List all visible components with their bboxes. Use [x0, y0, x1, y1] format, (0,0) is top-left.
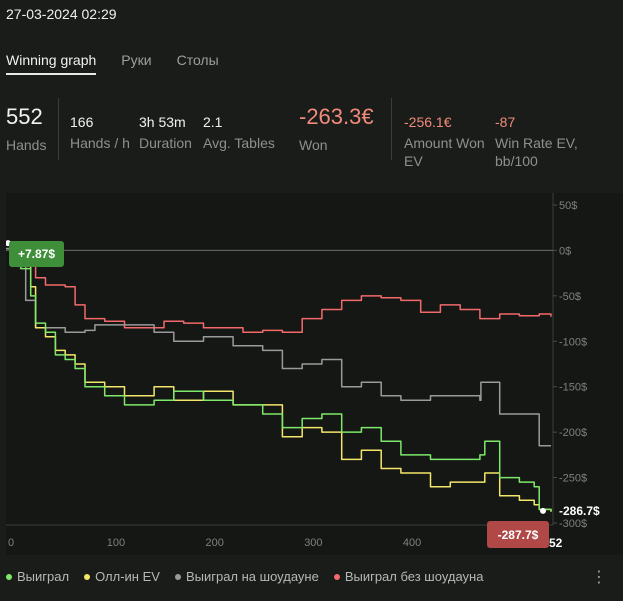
legend-label-non-showdown: Выиграл без шоудауна — [344, 569, 484, 584]
stat-amount-won-ev: -256.1€ Amount Won EV — [404, 114, 485, 170]
y-tick-label: -150$ — [559, 382, 587, 394]
legend-label-won: Выиграл — [17, 569, 70, 584]
series-line-showdown — [6, 247, 551, 447]
tab-hands[interactable]: Руки — [121, 52, 152, 68]
series-line-allin_ev — [6, 242, 552, 512]
y-tick-label: -100$ — [559, 336, 587, 348]
x-tick-label: 200 — [205, 537, 223, 549]
legend-item-non-showdown[interactable]: Выиграл без шоудауна — [333, 569, 484, 584]
stat-duration: 3h 53m Duration — [139, 114, 192, 152]
stat-amount-won-ev-value: -256.1€ — [404, 114, 452, 130]
stat-won-label: Won — [299, 137, 328, 153]
tab-bar: Winning graph Руки Столы — [6, 52, 244, 75]
end-value-badge-ev — [487, 521, 549, 548]
stat-amount-won-ev-label-2: EV — [404, 153, 423, 169]
legend-label-showdown: Выиграл на шоудауне — [185, 569, 319, 584]
x-tick-label: 100 — [107, 537, 125, 549]
start-value-badge-label: +7.87$ — [18, 247, 55, 261]
legend-item-allin-ev[interactable]: Олл-ин EV — [84, 569, 160, 584]
legend-item-showdown[interactable]: Выиграл на шоудауне — [174, 569, 319, 584]
legend-dot-showdown — [174, 573, 181, 580]
x-tick-label: 300 — [304, 537, 322, 549]
end-value-badge-ev-label: -287.7$ — [498, 528, 539, 542]
stat-hands-value: 552 — [6, 104, 43, 129]
legend-dot-won — [6, 573, 12, 580]
y-tick-label: 50$ — [559, 200, 577, 212]
stat-win-rate-ev-label: Win Rate EV, — [495, 135, 578, 151]
legend-dot-non-showdown — [333, 573, 340, 580]
y-tick-label: -50$ — [559, 291, 581, 303]
legend-label-allin-ev: Олл-ин EV — [95, 569, 160, 584]
winning-graph-svg[interactable]: 50$ 0$ -50$ -100$ -150$ -200$ -250$ -300$ 0 100 20… — [6, 193, 623, 555]
stat-win-rate-ev-value: -87 — [495, 114, 516, 130]
tab-winning-graph[interactable]: Winning graph — [6, 52, 97, 75]
x-end-label: 52 — [549, 536, 563, 550]
x-tick-label: 400 — [403, 537, 421, 549]
stat-hands-label: Hands — [6, 137, 47, 153]
stat-divider — [58, 98, 59, 160]
stat-won-value: -263.3€ — [299, 104, 374, 129]
stat-hands-per-hour: 166 Hands / h — [70, 114, 130, 152]
stat-divider — [391, 98, 392, 160]
stat-won: -263.3€ Won — [299, 104, 374, 154]
stat-amount-won-ev-label: Amount Won — [404, 135, 485, 151]
stat-avg-tables-value: 2.1 — [203, 114, 223, 130]
series-line-non_showdown — [6, 247, 552, 333]
stat-duration-label: Duration — [139, 135, 192, 151]
x-tick-label: 0 — [8, 537, 14, 549]
y-tick-label: 0$ — [559, 245, 571, 257]
winning-graph-chart[interactable]: 50$ 0$ -50$ -100$ -150$ -200$ -250$ -300$ 0 100 20… — [6, 193, 623, 555]
stat-win-rate-ev: -87 Win Rate EV, bb/100 — [495, 114, 578, 170]
y-tick-label: -200$ — [559, 427, 587, 439]
end-point-marker — [540, 507, 546, 514]
stat-avg-tables-label: Avg. Tables — [203, 135, 275, 151]
stat-avg-tables: 2.1 Avg. Tables — [203, 114, 275, 152]
end-value-label-won: -286.7$ — [559, 504, 600, 518]
y-tick-label: -250$ — [559, 473, 587, 485]
start-value-badge — [9, 241, 64, 267]
tab-tables[interactable]: Столы — [176, 52, 219, 68]
series-line-won — [6, 242, 552, 511]
session-datetime: 27-03-2024 02:29 — [6, 6, 117, 22]
stat-hands-per-hour-value: 166 — [70, 114, 94, 130]
kebab-menu-icon[interactable]: ⋮ — [591, 569, 607, 586]
y-tick-label: -300$ — [559, 518, 587, 530]
chart-legend: Выиграл Олл-ин EV Выиграл на шоудауне Вы… — [6, 569, 498, 584]
legend-dot-allin-ev — [84, 573, 91, 580]
legend-item-won[interactable]: Выиграл — [6, 569, 69, 584]
stat-hands: 552 Hands — [6, 104, 46, 154]
stat-win-rate-ev-label-2: bb/100 — [495, 153, 538, 169]
stat-duration-value: 3h 53m — [139, 114, 186, 130]
stat-hands-per-hour-label: Hands / h — [70, 135, 130, 151]
